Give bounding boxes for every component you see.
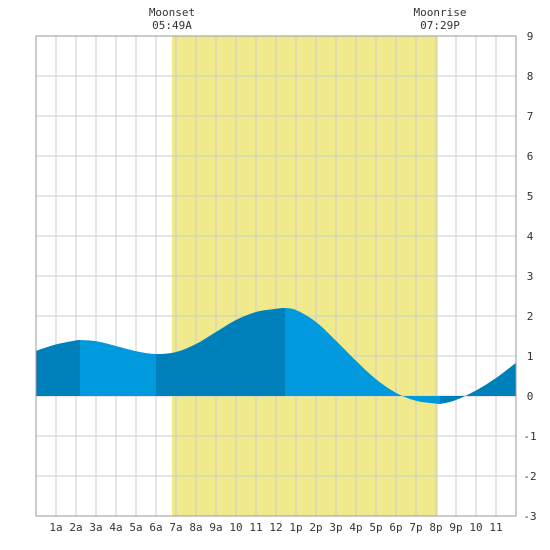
x-tick-label: 9a: [209, 521, 222, 534]
x-tick-label: 8p: [429, 521, 442, 534]
x-tick-label: 10: [469, 521, 482, 534]
y-tick-label: 6: [527, 150, 534, 163]
x-tick-label: 5p: [369, 521, 382, 534]
x-tick-label: 10: [229, 521, 242, 534]
y-tick-label: 3: [527, 270, 534, 283]
y-tick-label: 9: [527, 30, 534, 43]
tide-area-segment: [80, 340, 156, 396]
x-tick-label: 7a: [169, 521, 182, 534]
y-tick-label: 7: [527, 110, 534, 123]
x-tick-label: 11: [249, 521, 262, 534]
y-tick-label: 5: [527, 190, 534, 203]
x-tick-label: 2a: [69, 521, 82, 534]
x-tick-label: 2p: [309, 521, 322, 534]
x-tick-label: 3a: [89, 521, 102, 534]
x-tick-label: 4p: [349, 521, 362, 534]
x-tick-label: 11: [489, 521, 502, 534]
moonrise-label: Moonrise: [414, 6, 467, 19]
moonset-time: 05:49A: [152, 19, 192, 32]
x-tick-label: 6p: [389, 521, 402, 534]
y-tick-label: -1: [523, 430, 536, 443]
y-tick-label: 4: [527, 230, 534, 243]
x-tick-label: 12: [269, 521, 282, 534]
y-tick-label: 2: [527, 310, 534, 323]
x-tick-label: 6a: [149, 521, 162, 534]
moonset-label: Moonset: [149, 6, 195, 19]
x-tick-label: 3p: [329, 521, 342, 534]
x-tick-label: 1p: [289, 521, 302, 534]
x-tick-label: 4a: [109, 521, 122, 534]
x-tick-label: 5a: [129, 521, 142, 534]
x-tick-label: 1a: [49, 521, 62, 534]
moonrise-time: 07:29P: [420, 19, 460, 32]
y-tick-label: 0: [527, 390, 534, 403]
tide-area-segment: [36, 340, 80, 396]
plot-border: [35, 35, 517, 517]
x-tick-label: 9p: [449, 521, 462, 534]
x-tick-label: 8a: [189, 521, 202, 534]
tide-area-segment: [285, 308, 440, 404]
y-tick-label: 8: [527, 70, 534, 83]
plot-area: 1a 2a 3a 4a 5a 6a 7a 8a 9a 10 11 12 1p 2p 3p 4p 5p 6p 7p 8p…: [35, 30, 537, 534]
y-tick-label: -3: [523, 510, 536, 523]
tide-area-segment: [156, 308, 285, 396]
y-tick-label: -2: [523, 470, 536, 483]
y-tick-label: 1: [527, 350, 534, 363]
tide-area-segment: [440, 362, 516, 404]
x-tick-label: 7p: [409, 521, 422, 534]
